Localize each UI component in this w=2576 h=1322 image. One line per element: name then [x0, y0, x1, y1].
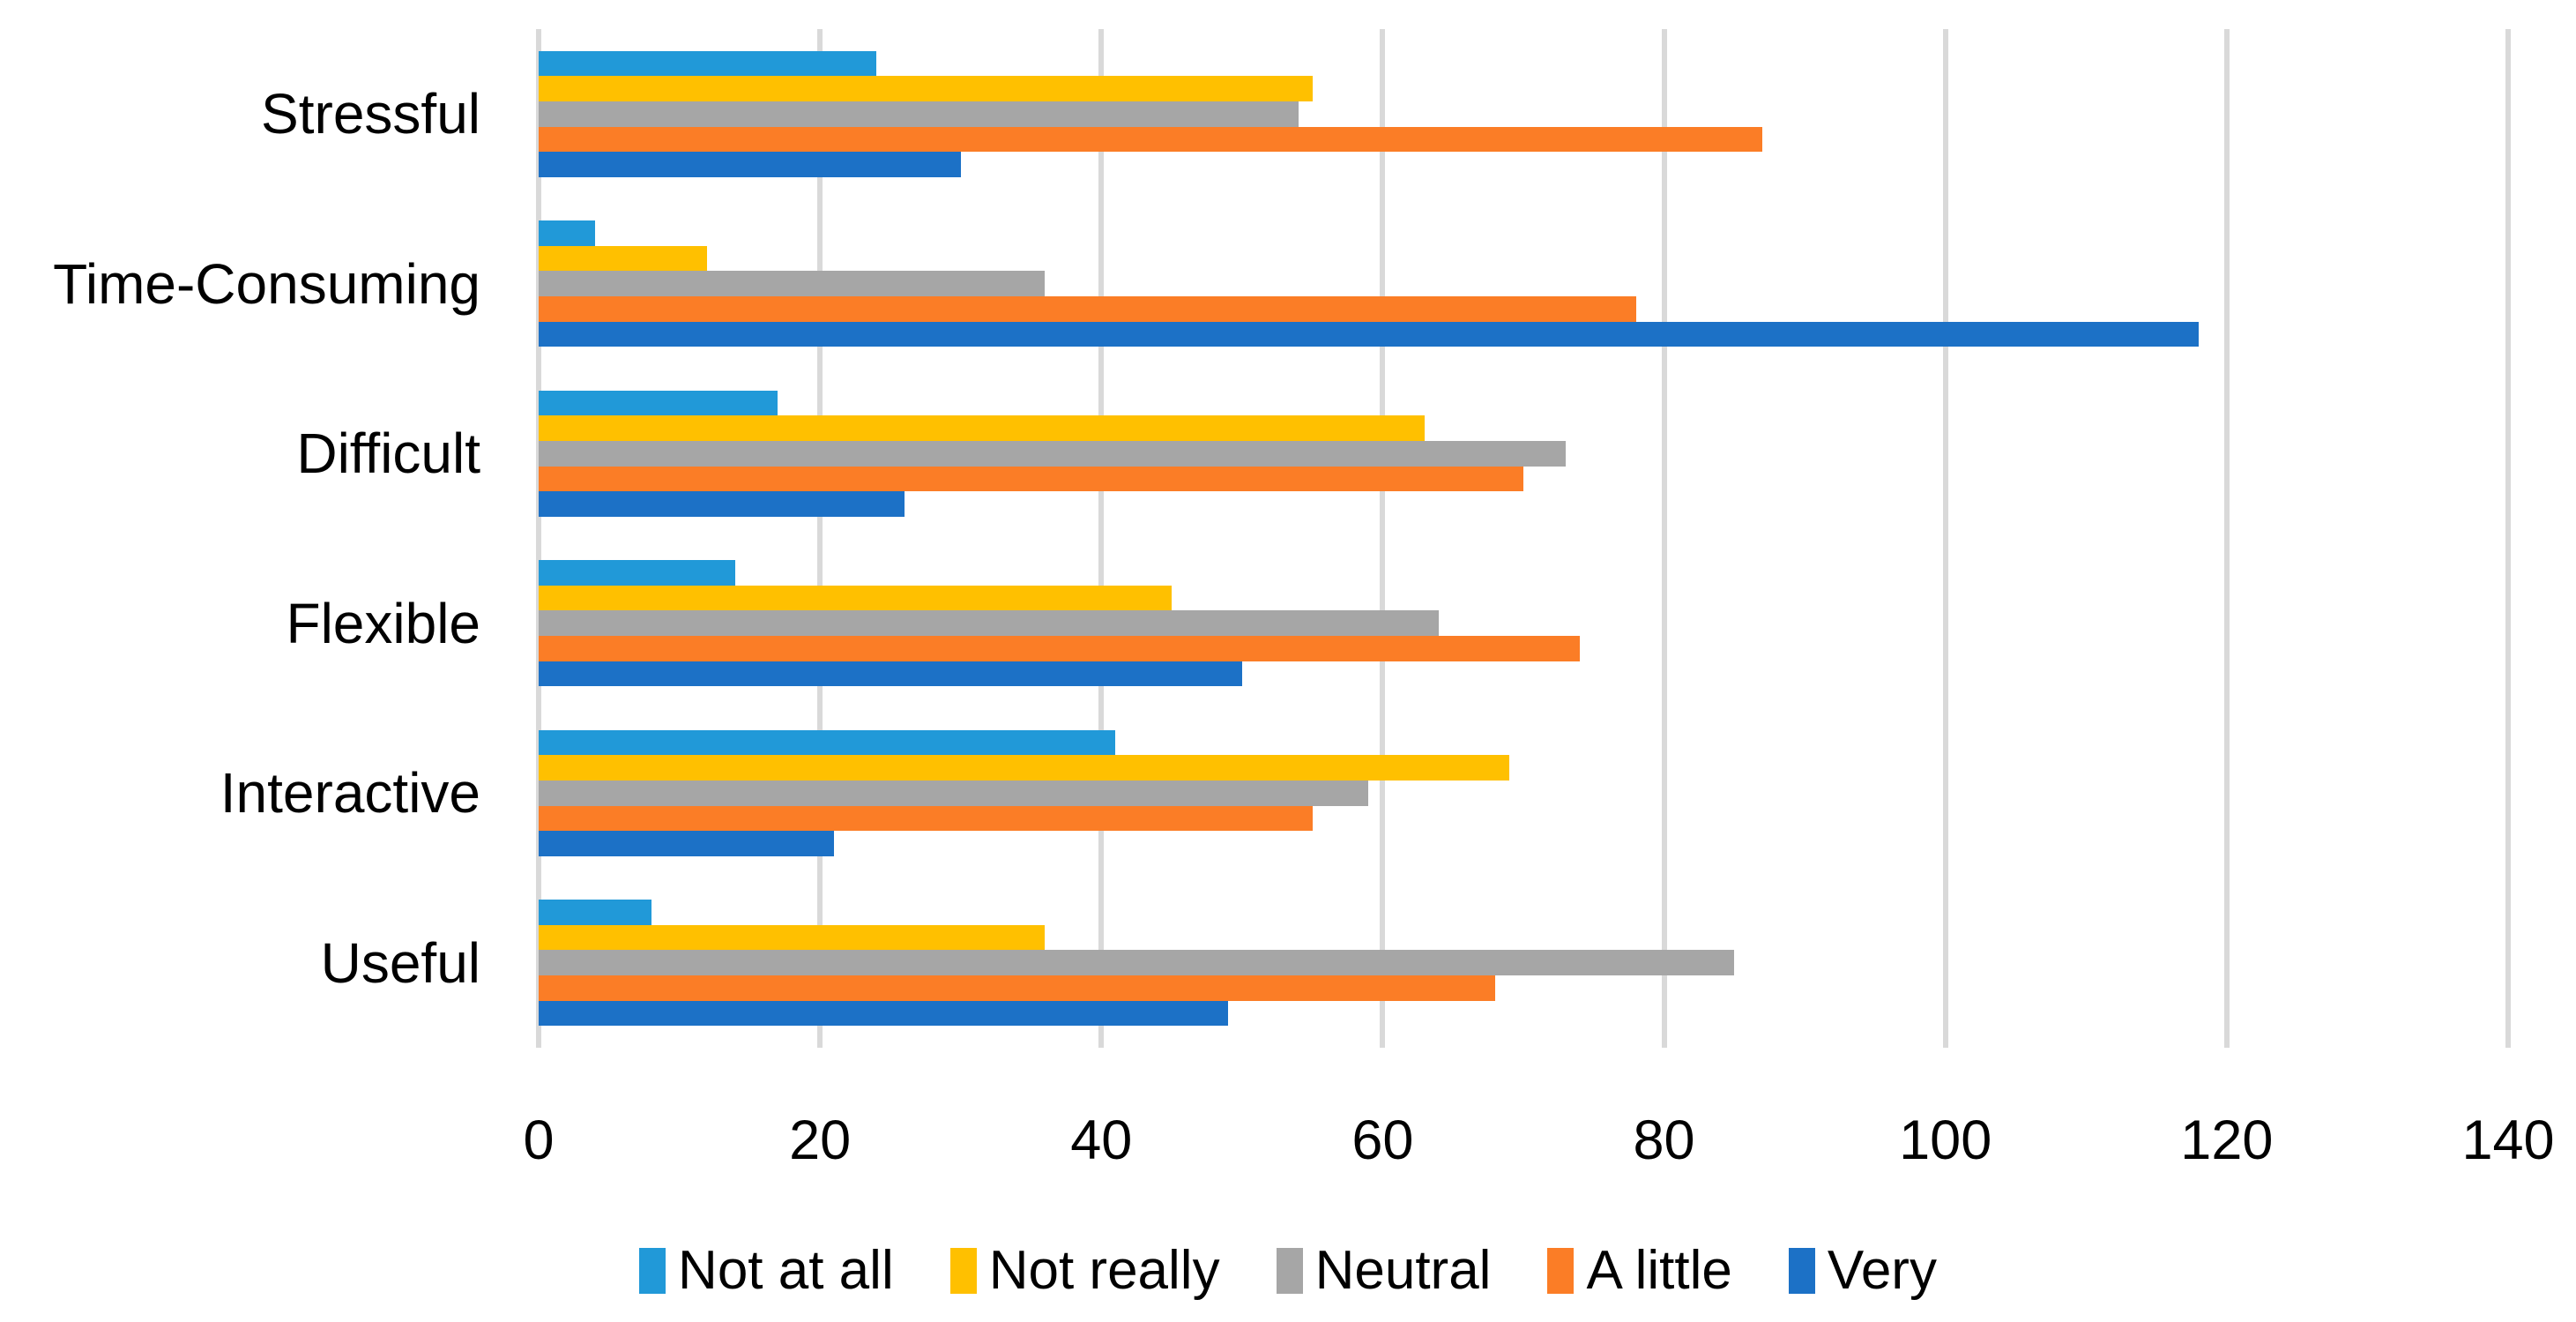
- gridline-60: [1380, 29, 1386, 1048]
- bar-useful-not-at-all: 8: [539, 900, 651, 925]
- tick-label-60: 60: [1351, 1109, 1414, 1171]
- bar-time-consuming-neutral: 36: [539, 271, 1046, 297]
- category-label-time-consuming: Time-Consuming: [53, 251, 480, 316]
- legend-swatch-neutral: [1276, 1248, 1303, 1294]
- bar-difficult-neutral: 73: [539, 440, 1566, 467]
- bar-useful-not-really: 36: [539, 924, 1046, 951]
- group-difficult: 1763737026: [539, 369, 2508, 539]
- tick-label-80: 80: [1633, 1109, 1695, 1171]
- bar-difficult-a-little: 70: [539, 466, 1523, 492]
- bar-stressful-not-really: 55: [539, 76, 1313, 101]
- category-axis-labels: Stressful Time-Consuming Difficult Flexible…: [0, 29, 480, 1048]
- group-time-consuming: 4123678118: [539, 199, 2508, 370]
- gridline-140: [2505, 29, 2511, 1048]
- gridline-80: [1661, 29, 1667, 1048]
- tick-label-100: 100: [1899, 1109, 1992, 1171]
- bar-flexible-a-little: 74: [539, 636, 1580, 661]
- legend-item-a-little: A little: [1547, 1240, 1732, 1301]
- legend-swatch-very: [1788, 1248, 1815, 1294]
- legend-swatch-not-at-all: [639, 1248, 666, 1294]
- bar-difficult-not-really: 63: [539, 415, 1426, 441]
- tick-label-40: 40: [1070, 1109, 1133, 1171]
- legend-label-very: Very: [1827, 1240, 1937, 1301]
- group-stressful: 2455548730: [539, 29, 2508, 199]
- bar-time-consuming-a-little: 78: [539, 296, 1636, 322]
- gridline-100: [1942, 29, 1948, 1048]
- legend-item-neutral: Neutral: [1276, 1240, 1492, 1301]
- plot-area: 2455548730412367811817637370261445647450…: [536, 29, 2511, 1048]
- bar-interactive-very: 21: [539, 831, 835, 856]
- bar-stressful-neutral: 54: [539, 101, 1299, 127]
- gridline-120: [2223, 29, 2230, 1048]
- bar-flexible-not-at-all: 14: [539, 560, 736, 586]
- bar-stressful-very: 30: [539, 152, 961, 177]
- tick-label-0: 0: [523, 1109, 555, 1171]
- bar-flexible-neutral: 64: [539, 610, 1440, 637]
- bar-time-consuming-not-at-all: 4: [539, 220, 595, 246]
- gridline-40: [1098, 29, 1105, 1048]
- tick-label-140: 140: [2461, 1109, 2555, 1171]
- bar-interactive-a-little: 55: [539, 805, 1313, 832]
- bar-difficult-not-at-all: 17: [539, 390, 778, 416]
- value-axis-tick-labels: 0 20 40 60 80 100 120 140: [523, 1092, 2554, 1189]
- bar-difficult-very: 26: [539, 491, 905, 517]
- bar-interactive-neutral: 59: [539, 780, 1369, 806]
- legend-swatch-a-little: [1547, 1248, 1575, 1294]
- legend: Not at all Not really Neutral A little Very: [0, 1231, 2576, 1311]
- bar-useful-very: 49: [539, 1000, 1228, 1027]
- bar-useful-a-little: 68: [539, 975, 1496, 1001]
- tick-label-20: 20: [789, 1109, 852, 1171]
- legend-item-not-at-all: Not at all: [639, 1244, 894, 1298]
- bar-stressful-not-at-all: 24: [539, 50, 876, 77]
- bar-time-consuming-not-really: 12: [539, 245, 708, 272]
- category-label-interactive: Interactive: [220, 761, 480, 825]
- legend-item-very: Very: [1788, 1240, 1937, 1301]
- legend-item-not-really: Not really: [949, 1240, 1220, 1301]
- legend-label-a-little: A little: [1586, 1240, 1732, 1301]
- bar-time-consuming-very: 118: [539, 321, 2199, 347]
- bar-groups: 2455548730412367811817637370261445647450…: [539, 29, 2508, 1048]
- gridline-0: [536, 29, 541, 1048]
- bar-interactive-not-really: 69: [539, 755, 1510, 781]
- group-flexible: 1445647450: [539, 539, 2508, 709]
- category-label-stressful: Stressful: [261, 82, 480, 146]
- legend-label-neutral: Neutral: [1314, 1240, 1492, 1301]
- bar-useful-neutral: 85: [539, 950, 1735, 976]
- category-label-difficult: Difficult: [296, 422, 480, 486]
- category-label-flexible: Flexible: [286, 591, 480, 655]
- category-label-useful: Useful: [320, 930, 480, 995]
- group-interactive: 4169595521: [539, 708, 2508, 878]
- gridline-20: [817, 29, 823, 1048]
- bar-flexible-not-really: 45: [539, 585, 1173, 611]
- bar-flexible-very: 50: [539, 661, 1242, 687]
- legend-label-not-really: Not really: [988, 1240, 1220, 1301]
- bar-interactive-not-at-all: 41: [539, 729, 1116, 756]
- group-useful: 836856849: [539, 878, 2508, 1049]
- bar-stressful-a-little: 87: [539, 126, 1763, 153]
- legend-swatch-not-really: [949, 1248, 977, 1294]
- tick-label-120: 120: [2180, 1109, 2274, 1171]
- legend-label-not-at-all: Not at all: [678, 1240, 894, 1301]
